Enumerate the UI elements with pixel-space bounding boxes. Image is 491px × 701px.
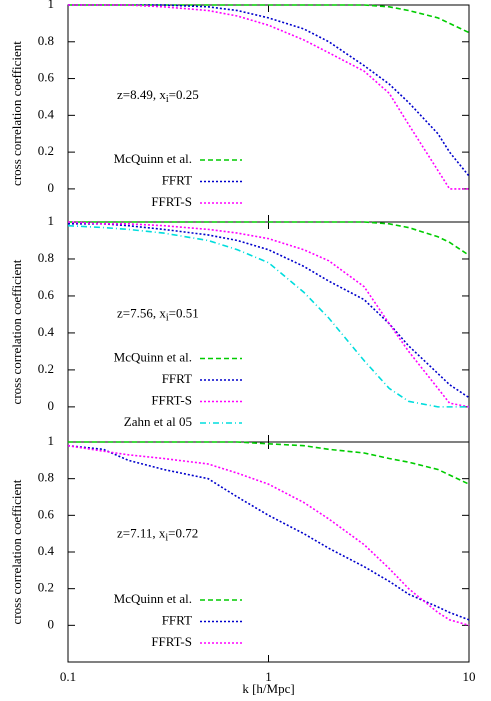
annotation-part: =0.51 xyxy=(169,305,199,320)
annotation: z=7.11, xi=0.72 xyxy=(117,525,198,543)
y-tick-label: 0.6 xyxy=(38,506,55,521)
legend-label: FFRT xyxy=(162,172,192,187)
annotation-part: z=7.11, x xyxy=(117,525,166,540)
series-line xyxy=(68,441,470,485)
y-tick-label: 0.2 xyxy=(38,580,54,595)
y-tick-label: 0.6 xyxy=(38,70,55,85)
legend-label: FFRT xyxy=(162,371,192,386)
series-line xyxy=(67,221,470,408)
annotation-part: =0.72 xyxy=(168,525,198,540)
y-tick-label: 0 xyxy=(48,180,55,195)
y-tick-label: 0.6 xyxy=(38,287,55,302)
x-tick-label: 1 xyxy=(265,669,272,684)
y-tick-label: 0.4 xyxy=(38,543,55,558)
y-axis-label: cross correlation coefficient xyxy=(9,479,24,624)
legend-label: FFRT-S xyxy=(151,194,192,209)
plot-frame xyxy=(67,4,470,223)
legend-label: Zahn et al 05 xyxy=(124,414,192,429)
y-tick-label: 0.4 xyxy=(38,324,55,339)
annotation-part: i xyxy=(166,94,169,105)
series-line xyxy=(68,223,470,399)
y-axis-label: cross correlation coefficient xyxy=(9,259,24,404)
legend-label: McQuinn et al. xyxy=(114,151,192,166)
y-tick-label: 1 xyxy=(48,0,55,11)
annotation-part: z=7.56, x xyxy=(117,305,166,320)
plot-frame xyxy=(67,221,470,443)
y-tick-label: 0 xyxy=(48,616,55,631)
series-line xyxy=(67,444,470,627)
series-line xyxy=(67,224,469,408)
y-tick-label: 0.2 xyxy=(38,361,54,376)
y-tick-label: 1 xyxy=(48,433,55,448)
y-tick-label: 0.2 xyxy=(38,143,54,158)
legend-label: FFRT-S xyxy=(151,634,192,649)
annotation-part: i xyxy=(165,533,168,544)
series-line xyxy=(68,221,470,256)
x-tick-label: 0.1 xyxy=(60,669,76,684)
legend-label: McQuinn et al. xyxy=(114,349,192,364)
y-tick-label: 0.8 xyxy=(38,470,54,485)
x-tick-label: 10 xyxy=(463,669,476,684)
annotation: z=8.49, xi=0.25 xyxy=(117,87,199,105)
y-tick-label: 0.8 xyxy=(38,250,54,265)
series-line xyxy=(67,444,470,621)
y-axis-label: cross correlation coefficient xyxy=(9,41,24,186)
y-tick-label: 0 xyxy=(48,398,55,413)
legend-label: FFRT xyxy=(162,612,192,627)
annotation: z=7.56, xi=0.51 xyxy=(117,305,199,323)
x-axis-label: k [h/Mpc] xyxy=(242,681,294,696)
y-tick-label: 0.8 xyxy=(38,33,54,48)
plot-frame xyxy=(67,441,470,663)
legend-label: FFRT-S xyxy=(151,392,192,407)
annotation-part: =0.25 xyxy=(169,87,199,102)
annotation-part: z=8.49, x xyxy=(117,87,166,102)
y-tick-label: 0.4 xyxy=(38,106,55,121)
y-tick-label: 1 xyxy=(48,213,55,228)
legend-label: McQuinn et al. xyxy=(114,591,192,606)
series-line xyxy=(68,4,469,190)
annotation-part: i xyxy=(166,313,169,324)
